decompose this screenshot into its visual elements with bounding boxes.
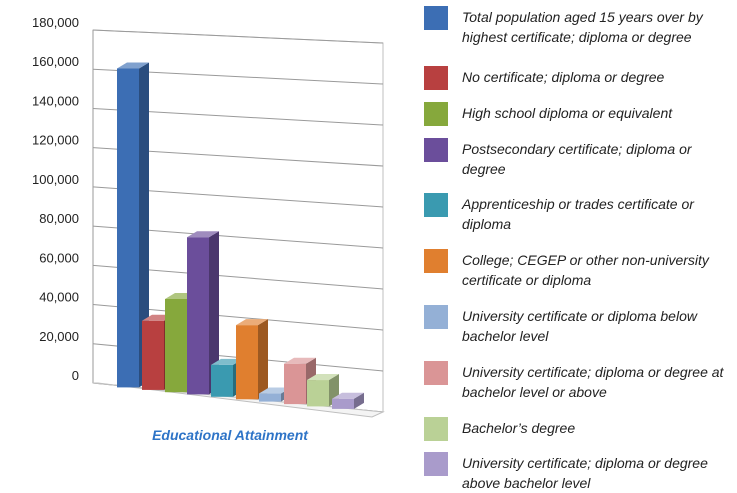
bar xyxy=(165,298,187,393)
bar-side xyxy=(354,392,364,409)
bar-top xyxy=(236,319,268,326)
bar-side xyxy=(258,319,268,400)
bar xyxy=(142,320,164,390)
bar xyxy=(211,364,233,397)
legend-swatch xyxy=(424,361,448,385)
gridline xyxy=(92,29,384,44)
legend-swatch xyxy=(424,102,448,126)
bar-top xyxy=(211,358,243,365)
legend-label: University certificate; diploma or degre… xyxy=(462,364,724,400)
x-category-label: Educational Attainment xyxy=(152,427,309,443)
bar xyxy=(236,325,258,400)
bar xyxy=(284,363,306,405)
bar-top xyxy=(259,387,291,394)
bar-top xyxy=(187,231,219,238)
y-tick-label: 100,000 xyxy=(32,172,79,187)
bar xyxy=(187,237,209,395)
legend-swatch xyxy=(424,249,448,273)
legend-label: High school diploma or equivalent xyxy=(462,105,673,121)
bar xyxy=(332,398,354,409)
y-tick-label: 40,000 xyxy=(39,290,79,305)
y-tick-label: 140,000 xyxy=(32,93,79,108)
legend-swatch xyxy=(424,193,448,217)
y-tick-label: 60,000 xyxy=(39,250,79,265)
legend-label: Total population aged 15 years over by h… xyxy=(462,9,703,45)
legend-label: Apprenticeship or trades certificate or … xyxy=(462,196,694,232)
legend-label: Bachelor’s degree xyxy=(462,420,576,436)
legend-swatch xyxy=(424,452,448,476)
y-tick-label: 180,000 xyxy=(32,15,79,30)
bar-top xyxy=(117,62,149,69)
bar xyxy=(117,68,139,388)
legend-label: University certificate or diploma below … xyxy=(462,308,697,344)
legend-swatch xyxy=(424,417,448,441)
legend-label: College; CEGEP or other non-university c… xyxy=(462,252,709,288)
bar-side xyxy=(139,62,149,388)
y-tick-label: 20,000 xyxy=(39,329,79,344)
legend-label: University certificate; diploma or degre… xyxy=(462,455,708,491)
bar-top xyxy=(307,374,339,381)
legend-swatch xyxy=(424,305,448,329)
legend-label: No certificate; diploma or degree xyxy=(462,69,665,85)
y-tick-label: 160,000 xyxy=(32,54,79,69)
legend-swatch xyxy=(424,138,448,162)
y-tick-label: 120,000 xyxy=(32,133,79,148)
bar-side xyxy=(209,231,219,395)
bar xyxy=(259,393,281,402)
legend-label: Postsecondary certificate; diploma or de… xyxy=(462,141,692,177)
bar-top xyxy=(284,357,316,364)
bar xyxy=(307,380,329,407)
y-tick-label: 80,000 xyxy=(39,211,79,226)
y-tick-label: 0 xyxy=(72,368,79,383)
legend-swatch xyxy=(424,6,448,30)
legend-swatch xyxy=(424,66,448,90)
bar-top xyxy=(332,392,364,399)
